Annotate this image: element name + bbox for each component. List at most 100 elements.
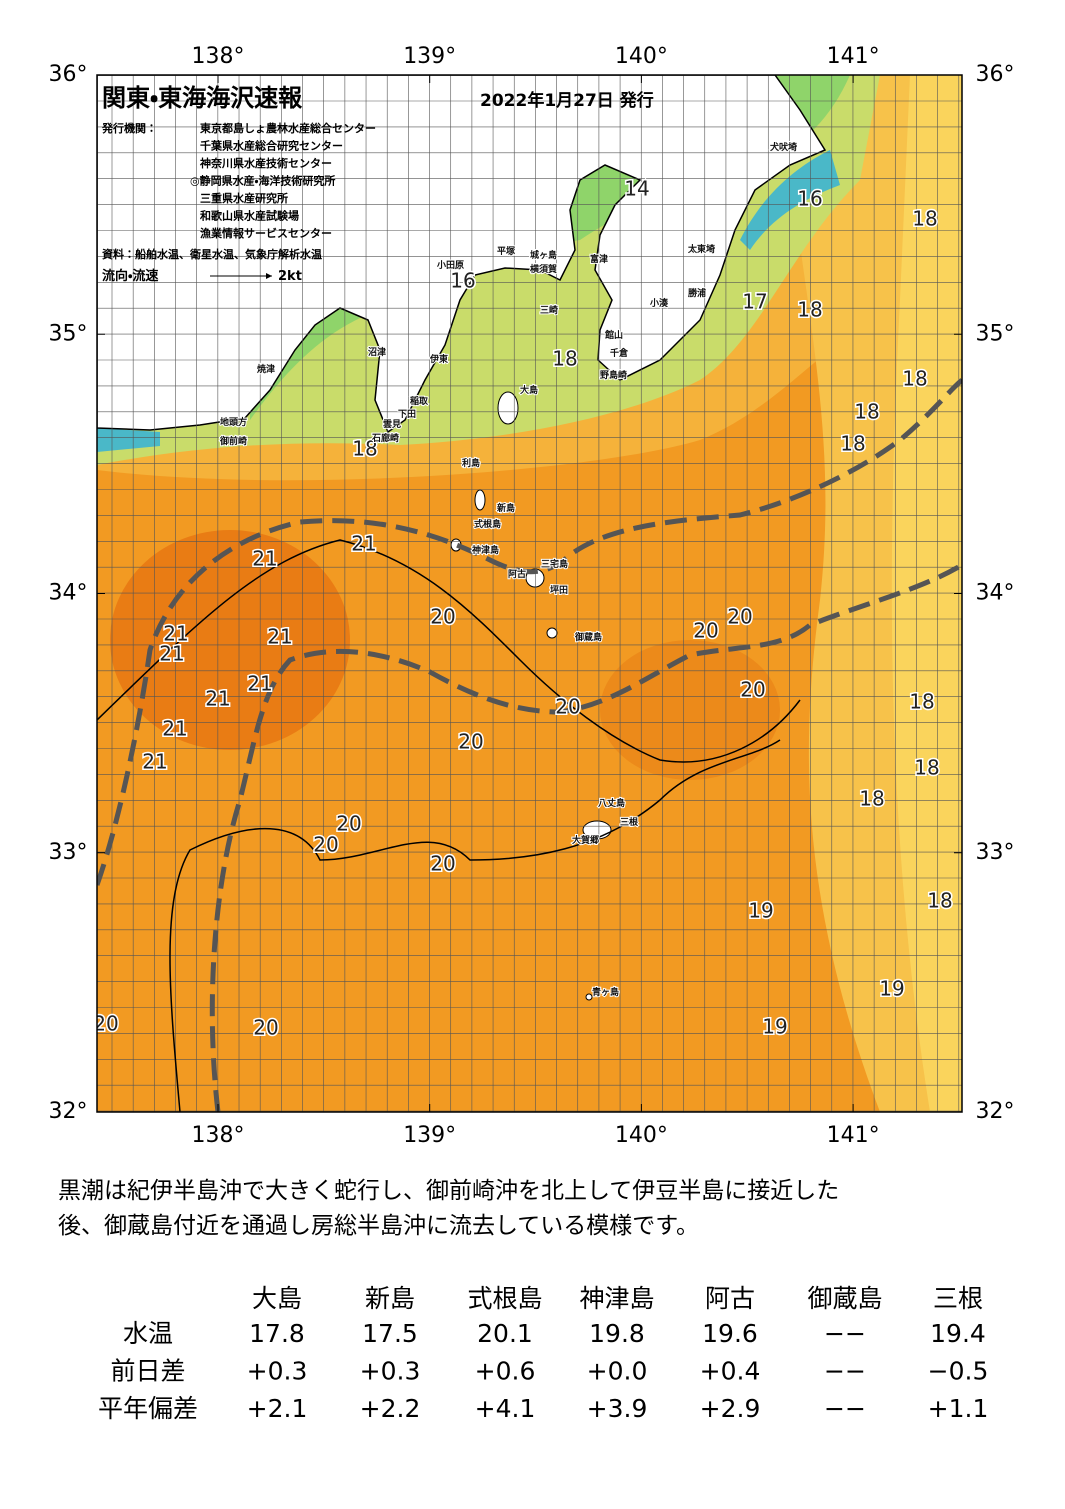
isotherm-label: 20: [740, 678, 765, 702]
isotherm-label: 20: [430, 852, 455, 876]
lon-label: 138°: [192, 44, 245, 69]
isotherm-label: 18: [859, 787, 884, 811]
table-cell: +1.1: [928, 1394, 989, 1423]
lat-label: 36°: [976, 62, 1015, 87]
isotherm-label: 21: [162, 717, 187, 741]
isotherm-label: 21: [351, 532, 376, 556]
isotherm-label: 20: [93, 1012, 118, 1036]
isotherm-label: 16: [797, 187, 822, 211]
isotherm-label: 20: [458, 730, 483, 754]
island: [546, 627, 558, 639]
sea-hot: [110, 530, 350, 750]
isotherm-label: 14: [624, 177, 649, 201]
issue-date: 2022年1月27日 発行: [480, 90, 654, 111]
table-cell: 17.5: [362, 1319, 418, 1348]
lat-label: 34°: [976, 581, 1015, 606]
isotherm-label: 18: [912, 207, 937, 231]
column-header: 阿古: [705, 1284, 755, 1313]
isotherm-label: 18: [552, 347, 577, 371]
isotherm-label: 21: [163, 622, 188, 646]
graticule: [97, 75, 962, 1112]
place-name: 三根: [620, 816, 639, 828]
place-name: 大賀郷: [572, 834, 599, 846]
issuer: 東京都島しょ農林水産総合センター: [200, 121, 376, 135]
issuer: 千葉県水産総合研究センター: [200, 139, 343, 153]
table-cell: +2.2: [360, 1394, 421, 1423]
coastal-coldest: [97, 428, 160, 452]
table-cell: −−: [824, 1394, 866, 1423]
table-cell: +2.9: [700, 1394, 761, 1423]
description-line: 黒潮は紀伊半島沖で大きく蛇行し、御前崎沖を北上して伊豆半島に接近した: [58, 1178, 839, 1204]
sources: 資料：船舶水温、衛星水温、気象庁解析水温: [102, 247, 322, 261]
isotherm-label: 20: [430, 605, 455, 629]
current-label: 流向・流速: [102, 268, 158, 284]
row-label: 水温: [123, 1319, 173, 1348]
isotherm-label: 21: [252, 547, 277, 571]
kuroshio-axis: [97, 378, 962, 886]
isotherm-label: 18: [909, 690, 934, 714]
lon-label: 139°: [403, 1123, 456, 1148]
table-cell: +0.3: [247, 1357, 308, 1386]
column-header: 大島: [252, 1284, 302, 1313]
lon-label: 138°: [192, 1123, 245, 1148]
lon-label: 141°: [827, 44, 880, 69]
place-name: 野島崎: [600, 369, 627, 381]
place-name: 稲取: [410, 395, 429, 407]
title: 関東・東海海沢速報: [102, 84, 303, 112]
place-name: 青ヶ島: [592, 986, 619, 998]
place-name: 横須賀: [530, 263, 557, 275]
place-name: 館山: [604, 329, 623, 341]
isotherm-label: 18: [927, 889, 952, 913]
island: [497, 391, 519, 425]
table-cell: 19.4: [930, 1319, 986, 1348]
issuer: 和歌山県水産試験場: [200, 209, 299, 223]
issuer-label: 発行機関：: [101, 121, 157, 135]
lat-label: 35°: [976, 321, 1015, 346]
isotherm-label: 18: [840, 432, 865, 456]
isotherm-label: 18: [914, 756, 939, 780]
place-name: 八丈島: [598, 797, 625, 809]
lat-label: 32°: [49, 1099, 88, 1124]
isotherm: [97, 539, 801, 763]
isotherm-label: 20: [727, 605, 752, 629]
place-name: 阿古: [508, 568, 526, 580]
isotherm-label: 21: [247, 672, 272, 696]
column-header: 三根: [933, 1284, 983, 1313]
column-header: 新島: [365, 1284, 415, 1313]
table-cell: +0.6: [475, 1357, 536, 1386]
sea-hot: [600, 640, 780, 780]
table-cell: 20.1: [477, 1319, 533, 1348]
isotherm-label: 19: [748, 899, 773, 923]
place-name: 犬吠埼: [769, 141, 797, 153]
lon-label: 140°: [615, 1123, 668, 1148]
place-name: 三宅島: [541, 558, 568, 570]
table-cell: +0.3: [360, 1357, 421, 1386]
kuroshio-axis: [209, 562, 962, 1112]
isotherm-label: 21: [159, 642, 184, 666]
table-cell: −−: [824, 1319, 866, 1348]
isotherm: [169, 739, 781, 1112]
row-label: 平年偏差: [98, 1394, 198, 1423]
lat-label: 33°: [976, 840, 1015, 865]
issuer: 神奈川県水産技術センター: [199, 156, 332, 170]
table-cell: 19.8: [589, 1319, 645, 1348]
place-name: 勝浦: [688, 287, 706, 299]
lon-label: 140°: [615, 44, 668, 69]
place-name: 石廊崎: [371, 432, 399, 444]
issuer: 三重県水産研究所: [200, 191, 288, 205]
place-name: 小田原: [436, 259, 464, 271]
table-cell: −−: [824, 1357, 866, 1386]
isotherm-label: 20: [693, 619, 718, 643]
lat-label: 33°: [49, 840, 88, 865]
place-name: 御前崎: [219, 435, 247, 447]
isotherm-label: 16: [450, 269, 475, 293]
place-name: 城ヶ島: [530, 249, 557, 261]
isotherm-label: 17: [742, 290, 767, 314]
isotherm-label: 20: [336, 812, 361, 836]
lon-label: 139°: [403, 44, 456, 69]
place-name: 雲見: [383, 418, 401, 430]
table-cell: −0.5: [928, 1357, 989, 1386]
lat-label: 32°: [976, 1099, 1015, 1124]
